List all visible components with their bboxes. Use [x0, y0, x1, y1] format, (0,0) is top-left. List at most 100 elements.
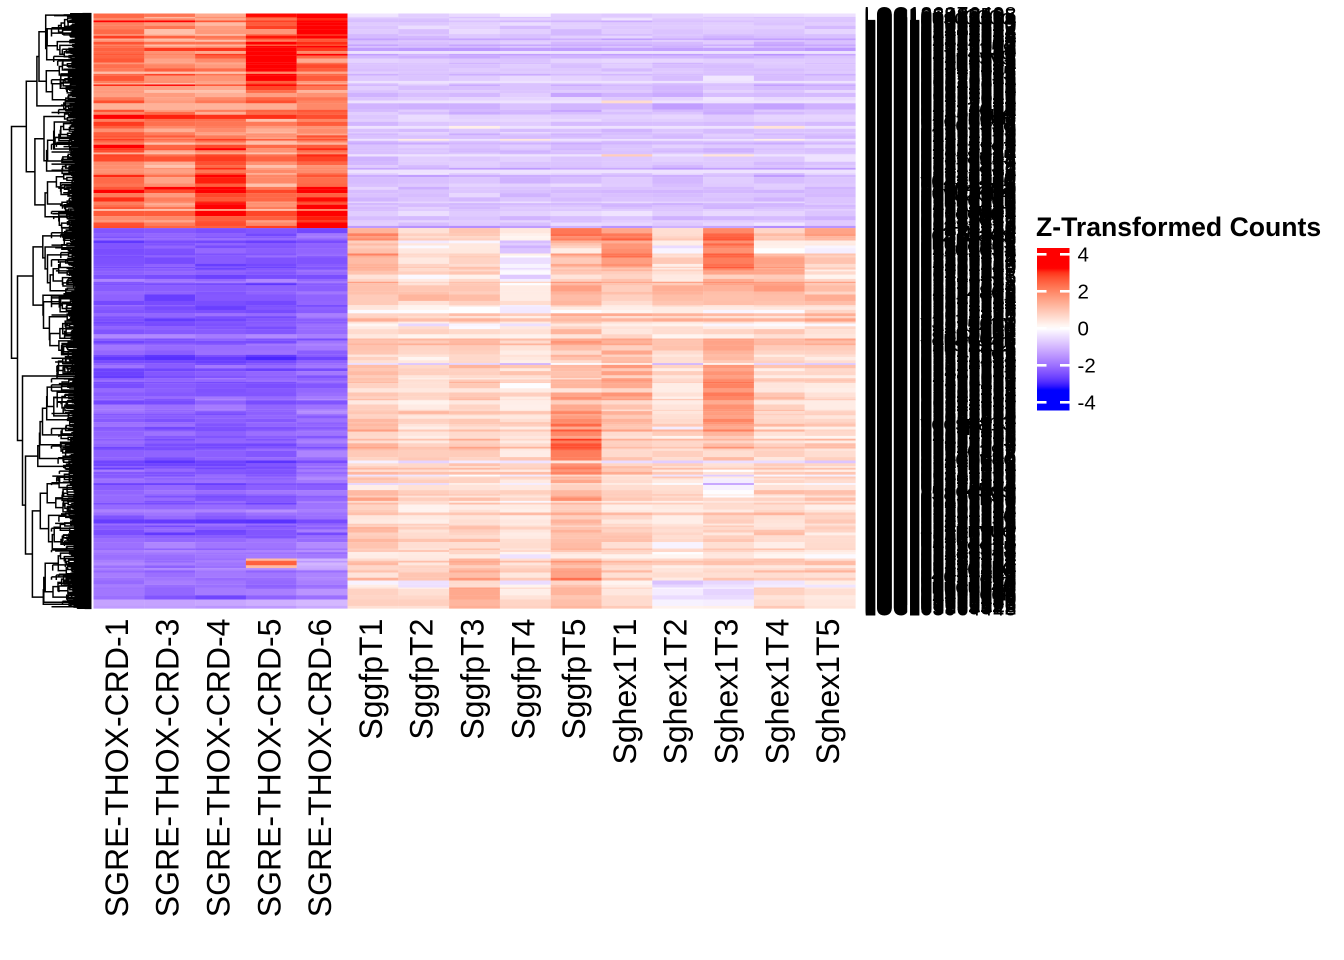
svg-text:LOC105285558: LOC105285558	[864, 319, 1017, 344]
svg-text:LOC105107071: LOC105107071	[864, 85, 1017, 110]
svg-text:LOC126816602: LOC126816602	[864, 321, 1017, 346]
svg-text:LOC126809473: LOC126809473	[864, 387, 1017, 412]
svg-text:LOC105067549: LOC105067549	[864, 467, 1017, 492]
svg-text:LOC105345029: LOC105345029	[864, 72, 1017, 97]
svg-text:LOC10962625: LOC10962625	[864, 442, 1004, 467]
svg-text:LOC105474229: LOC105474229	[864, 458, 1017, 483]
svg-text:LOC105733099: LOC105733099	[864, 199, 1017, 224]
svg-text:LOC105122474: LOC105122474	[864, 473, 1017, 498]
svg-text:LOC10600011: LOC10600011	[864, 579, 1003, 604]
svg-text:LOC10267084: LOC10267084	[864, 269, 1004, 294]
svg-text:LOC105941264: LOC105941264	[864, 549, 1017, 574]
svg-text:LOC105480293: LOC105480293	[864, 370, 1017, 395]
svg-text:LOC10089142: LOC10089142	[864, 212, 1004, 237]
svg-text:SGRE-THOX-CRD-6: SGRE-THOX-CRD-6	[302, 619, 338, 918]
svg-text:LOC105015616: LOC105015616	[864, 580, 1017, 605]
svg-text:LOC105503801: LOC105503801	[864, 32, 1017, 57]
svg-text:LOC1e4u0a0ng: LOC1e4u0a0ng	[864, 366, 1017, 391]
svg-text:LOC10169792: LOC10169792	[864, 466, 1004, 491]
svg-text:LOC126473389: LOC126473389	[864, 217, 1017, 242]
svg-text:LOC105710529: LOC105710529	[864, 67, 1017, 92]
svg-text:LOC105589799: LOC105589799	[864, 376, 1017, 401]
svg-text:LOC105062911: LOC105062911	[864, 106, 1015, 131]
svg-text:LOC10002026: LOC10002026	[864, 70, 1004, 95]
svg-text:LOC105001706: LOC105001706	[864, 328, 1017, 353]
svg-text:LOC105273411: LOC105273411	[864, 233, 1015, 258]
svg-text:LOC105169088: LOC105169088	[864, 369, 1017, 394]
svg-text:LOC105447085: LOC105447085	[864, 541, 1017, 566]
svg-text:LOC105074290: LOC105074290	[864, 11, 1017, 36]
svg-text:LOC10858050: LOC10858050	[864, 3, 1004, 28]
svg-text:2: 2	[1078, 281, 1089, 304]
svg-text:LOC126200258: LOC126200258	[864, 507, 1017, 532]
svg-text:LOC126450566: LOC126450566	[864, 176, 1017, 201]
svg-text:LOC105561927: LOC105561927	[864, 90, 1017, 115]
svg-text:LOC10454182: LOC10454182	[864, 239, 1004, 264]
svg-text:LOC10613315: LOC10613315	[864, 234, 1004, 259]
svg-text:LOC105897351: LOC105897351	[864, 519, 1017, 544]
svg-text:LOC105291796: LOC105291796	[864, 418, 1017, 443]
svg-text:LOC105203922: LOC105203922	[864, 413, 1017, 438]
svg-text:LOC105350516: LOC105350516	[864, 475, 1017, 500]
svg-text:LOC10826870: LOC10826870	[864, 397, 1004, 422]
svg-text:LOC105063236: LOC105063236	[864, 141, 1017, 166]
svg-text:LOC105666829: LOC105666829	[864, 210, 1017, 235]
svg-text:LOC105517454: LOC105517454	[864, 373, 1017, 398]
svg-text:LOC10064761: LOC10064761	[864, 463, 1004, 488]
svg-text:LOC10340242: LOC10340242	[864, 139, 1004, 164]
svg-text:LOC105603267: LOC105603267	[864, 550, 1017, 575]
svg-text:LOC10999870: LOC10999870	[864, 547, 1004, 572]
svg-text:LOC105630399: LOC105630399	[864, 49, 1017, 74]
svg-text:LOC10323919: LOC10323919	[864, 592, 1004, 617]
svg-text:LOC105878310: LOC105878310	[864, 543, 1017, 568]
svg-text:LOC105193511: LOC105193511	[864, 42, 1015, 67]
svg-text:LOC10301817: LOC10301817	[864, 108, 1004, 133]
svg-text:LOC105666969: LOC105666969	[864, 152, 1017, 177]
svg-text:LOC105186417: LOC105186417	[864, 588, 1017, 613]
svg-text:LOC10374057: LOC10374057	[864, 16, 1004, 41]
svg-text:LOC10466275: LOC10466275	[864, 425, 1004, 450]
svg-text:LOC105045028: LOC105045028	[864, 34, 1017, 59]
svg-text:LOC10574465: LOC10574465	[864, 346, 1004, 371]
svg-text:LOC105909703: LOC105909703	[864, 364, 1017, 389]
svg-text:LOC105853465: LOC105853465	[864, 223, 1017, 248]
svg-text:Z-Transformed Counts: Z-Transformed Counts	[1036, 212, 1321, 242]
svg-text:LOC105350947: LOC105350947	[864, 144, 1017, 169]
svg-text:LOC10292582: LOC10292582	[864, 271, 1004, 296]
svg-text:LOC19562ceck: LOC19562ceck	[864, 581, 1013, 606]
svg-text:LOC105987287: LOC105987287	[864, 416, 1017, 441]
svg-text:LOC10687047: LOC10687047	[864, 209, 1004, 234]
svg-text:LOC105768740: LOC105768740	[864, 196, 1017, 221]
svg-text:LOC105940671: LOC105940671	[864, 542, 1017, 567]
svg-text:LOC10004709: LOC10004709	[864, 203, 1004, 228]
svg-text:LOC10703969: LOC10703969	[864, 164, 1004, 189]
svg-text:LOC105318660: LOC105318660	[864, 216, 1017, 241]
svg-text:LOC105196789: LOC105196789	[864, 284, 1017, 309]
svg-text:LOC10692476: LOC10692476	[864, 537, 1004, 562]
svg-text:LOC105228247: LOC105228247	[864, 107, 1017, 132]
svg-text:LOC10268221: LOC10268221	[864, 244, 1004, 269]
svg-text:LOC105992665: LOC105992665	[864, 565, 1017, 590]
svg-text:LOC105283603: LOC105283603	[864, 354, 1017, 379]
svg-text:LOC105807005: LOC105807005	[864, 420, 1017, 445]
svg-text:LOC105605164: LOC105605164	[864, 380, 1017, 405]
svg-text:LOC105450509: LOC105450509	[864, 28, 1017, 53]
svg-text:LOC105039342: LOC105039342	[864, 576, 1017, 601]
svg-text:LOC105874022: LOC105874022	[864, 95, 1017, 120]
svg-text:LOC126835733: LOC126835733	[864, 470, 1017, 495]
svg-text:LOC105631373: LOC105631373	[864, 531, 1017, 556]
svg-text:LOC105263956: LOC105263956	[864, 92, 1017, 117]
svg-text:LOC105150420: LOC105150420	[864, 486, 1017, 511]
svg-text:LOC105076341: LOC105076341	[864, 312, 1017, 337]
svg-text:LOC105266249: LOC105266249	[864, 15, 1017, 40]
svg-text:LOC105442787: LOC105442787	[864, 464, 1017, 489]
svg-text:LOC105934675: LOC105934675	[864, 74, 1017, 99]
svg-text:LOC105170305: LOC105170305	[864, 378, 1017, 403]
svg-text:LOC10585150: LOC10585150	[864, 33, 1004, 58]
svg-text:LOC105454983: LOC105454983	[864, 501, 1017, 526]
svg-text:LOC105848349: LOC105848349	[864, 288, 1017, 313]
svg-text:LOC105255441: LOC105255441	[864, 347, 1017, 372]
svg-text:LOC126639928: LOC126639928	[864, 415, 1017, 440]
svg-text:LOC10946896: LOC10946896	[864, 188, 1004, 213]
svg-text:LOC105137718: LOC105137718	[864, 91, 1017, 116]
